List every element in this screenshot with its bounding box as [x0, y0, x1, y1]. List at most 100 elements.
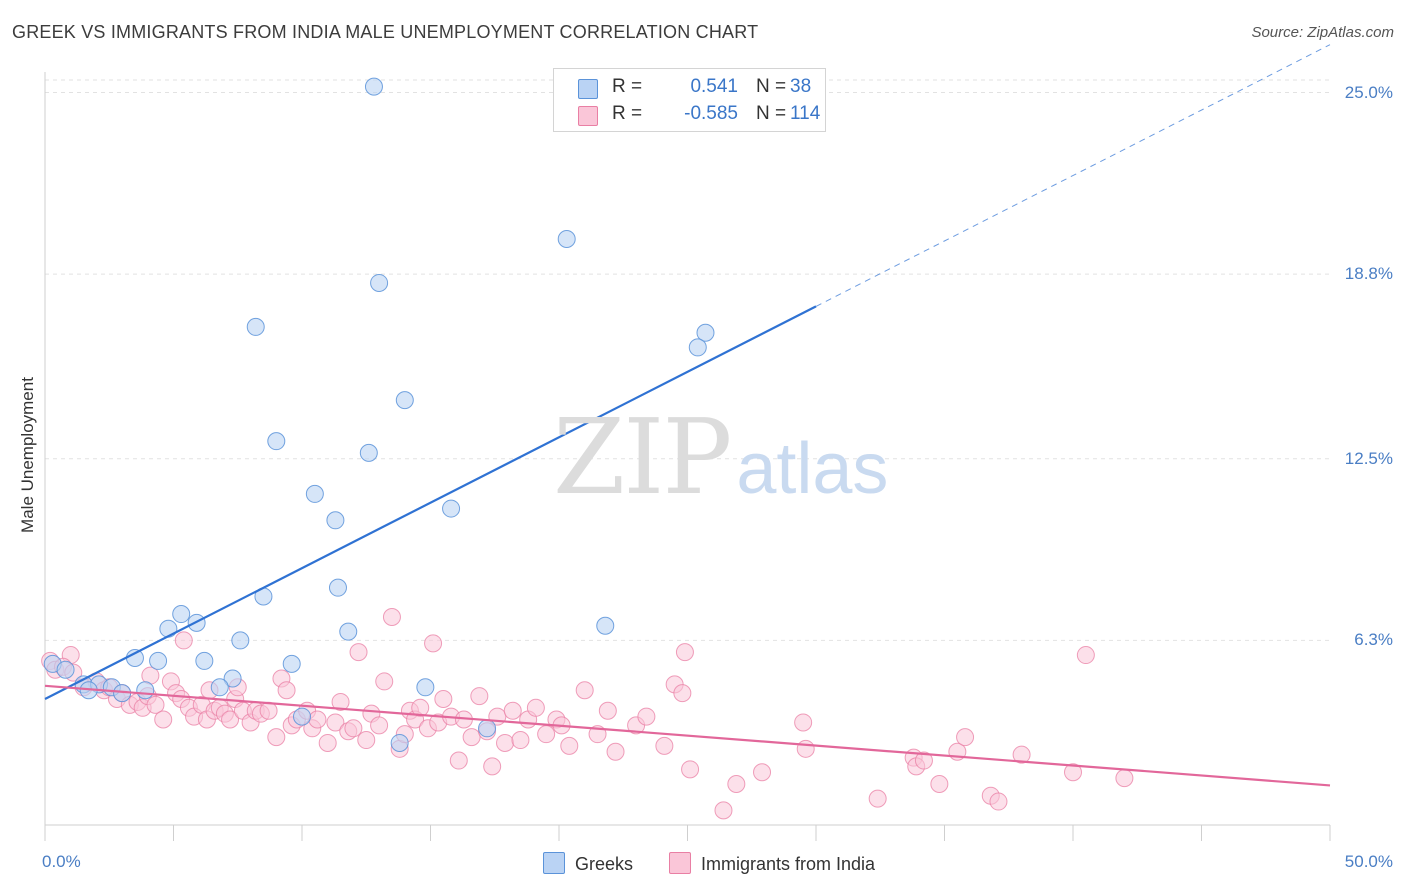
india-point — [449, 751, 468, 770]
greek-point — [136, 681, 155, 700]
india-point — [1064, 763, 1082, 782]
bottom-legend-swatch-greeks — [543, 852, 565, 874]
india-point — [462, 728, 481, 747]
india-point — [411, 698, 430, 717]
india-point — [794, 713, 813, 732]
india-point — [318, 733, 337, 752]
india-point — [796, 739, 815, 758]
greeks-trend-extension — [815, 44, 1331, 307]
greek-point — [442, 499, 461, 518]
india-point — [503, 701, 522, 720]
scatter-points — [41, 77, 1134, 820]
india-point — [277, 681, 296, 700]
watermark: ZIPatlas — [553, 396, 888, 518]
greek-point — [231, 631, 250, 650]
y-tick-label: 18.8% — [1344, 264, 1393, 284]
india-point — [637, 707, 656, 726]
india-point — [598, 701, 617, 720]
greek-point — [172, 605, 191, 624]
greek-point — [478, 719, 497, 738]
india-point — [537, 725, 556, 744]
india-point — [511, 731, 530, 750]
chart-source: Source: ZipAtlas.com — [1251, 24, 1394, 41]
india-point — [606, 742, 625, 761]
india-point — [174, 631, 193, 650]
chart-title: GREEK VS IMMIGRANTS FROM INDIA MALE UNEM… — [12, 22, 759, 42]
legend-r-key: R = — [612, 103, 643, 124]
greek-point — [159, 619, 178, 638]
y-tick-label: 12.5% — [1344, 448, 1393, 468]
india-point — [675, 643, 694, 662]
bottom-legend-label-greeks: Greeks — [575, 854, 634, 874]
legend-n-value: 114 — [790, 103, 821, 124]
india-point — [357, 731, 376, 750]
grid-lines — [45, 79, 1330, 641]
greek-point — [282, 654, 301, 673]
india-point — [221, 710, 240, 729]
india-point — [560, 736, 579, 755]
greek-point — [326, 511, 345, 530]
legend-r-key: R = — [612, 76, 643, 97]
india-point — [326, 713, 345, 732]
watermark-zip: ZIP — [553, 396, 732, 518]
greek-point — [210, 678, 229, 697]
greek-point — [339, 622, 358, 641]
india-point — [714, 801, 733, 820]
india-point — [434, 690, 453, 709]
greek-point — [195, 651, 214, 670]
india-point — [673, 684, 692, 703]
india-point — [1012, 745, 1031, 764]
y-tick-label: 25.0% — [1344, 82, 1393, 102]
greek-point — [390, 733, 409, 752]
bottom-legend-label-india: Immigrants from India — [701, 854, 876, 874]
trend-lines — [44, 44, 1331, 787]
india-point — [1115, 769, 1134, 788]
greek-point — [416, 678, 435, 697]
greek-point — [305, 484, 324, 503]
watermark-atlas: atlas — [736, 429, 889, 509]
greek-point — [149, 651, 168, 670]
y-tick-label: 6.3% — [1354, 630, 1393, 650]
india-point — [483, 757, 502, 776]
india-point — [526, 698, 545, 717]
legend-swatch-greeks — [578, 79, 598, 99]
greek-point — [688, 338, 707, 357]
india-point — [930, 774, 949, 793]
india-point — [344, 719, 363, 738]
india-point — [259, 701, 278, 720]
india-point — [470, 687, 489, 706]
india-point — [154, 710, 173, 729]
greek-point — [56, 660, 75, 679]
legend-n-key: N = — [756, 103, 787, 124]
india-point — [375, 672, 394, 691]
greek-point — [696, 323, 715, 342]
x-tick-label: 50.0% — [1344, 852, 1393, 871]
bottom-legend-india: Immigrants from India — [669, 852, 875, 875]
greek-point — [596, 616, 615, 635]
bottom-legend-swatch-india — [669, 852, 691, 874]
greek-point — [246, 317, 265, 336]
india-point — [267, 728, 286, 747]
greek-point — [359, 443, 378, 462]
legend-n-value: 38 — [790, 76, 812, 97]
india-point — [727, 774, 746, 793]
india-point — [753, 763, 772, 782]
bottom-legend-greeks: Greeks — [543, 852, 633, 875]
greeks-trend-line — [44, 305, 817, 700]
india-point — [308, 710, 327, 729]
india-point — [331, 692, 350, 711]
india-point — [655, 736, 674, 755]
greek-point — [328, 578, 347, 597]
india-point — [575, 681, 594, 700]
legend-r-value: -0.585 — [684, 103, 738, 124]
y-axis-label: Male Unemployment — [18, 377, 37, 533]
greek-point — [395, 391, 414, 410]
legend-r-value: 0.541 — [690, 76, 738, 97]
india-point — [370, 716, 389, 735]
axes — [44, 72, 1331, 841]
india-point — [868, 789, 887, 808]
india-point — [496, 733, 515, 752]
legend-n-key: N = — [756, 76, 787, 97]
india-point — [914, 751, 933, 770]
